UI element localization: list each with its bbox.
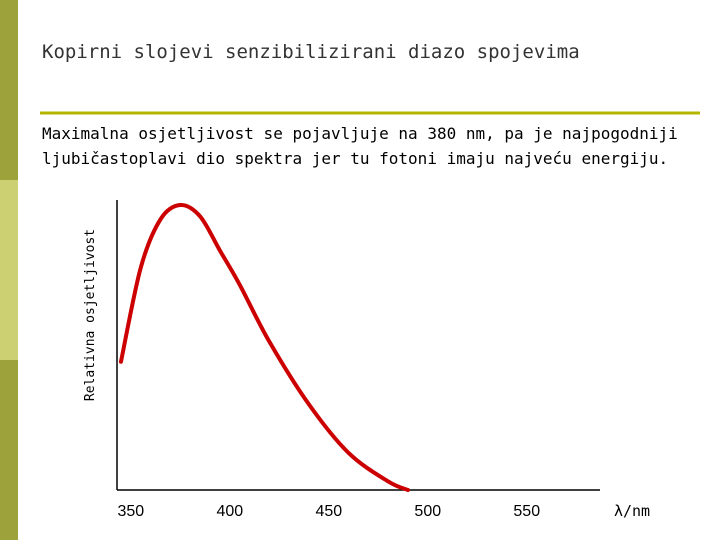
slide-title: Kopirni slojevi senzibilizirani diazo sp… bbox=[42, 41, 580, 63]
x-tick-label: 500 bbox=[414, 503, 441, 520]
x-tick-label: 400 bbox=[216, 503, 243, 520]
x-axis-label: λ/nm bbox=[614, 502, 650, 520]
side-band bbox=[0, 180, 18, 360]
y-axis-label: Relativna osjetljivost bbox=[83, 229, 98, 401]
description-line: Maximalna osjetljivost se pojavljuje na … bbox=[42, 124, 678, 143]
x-tick-label: 550 bbox=[513, 503, 540, 520]
side-band bbox=[0, 0, 18, 180]
x-tick-label: 450 bbox=[315, 503, 342, 520]
x-tick-label: 350 bbox=[118, 503, 145, 520]
side-band bbox=[0, 360, 18, 540]
sensitivity-curve bbox=[118, 202, 410, 492]
description-line: ljubičastoplavi dio spektra jer tu foton… bbox=[42, 149, 668, 168]
